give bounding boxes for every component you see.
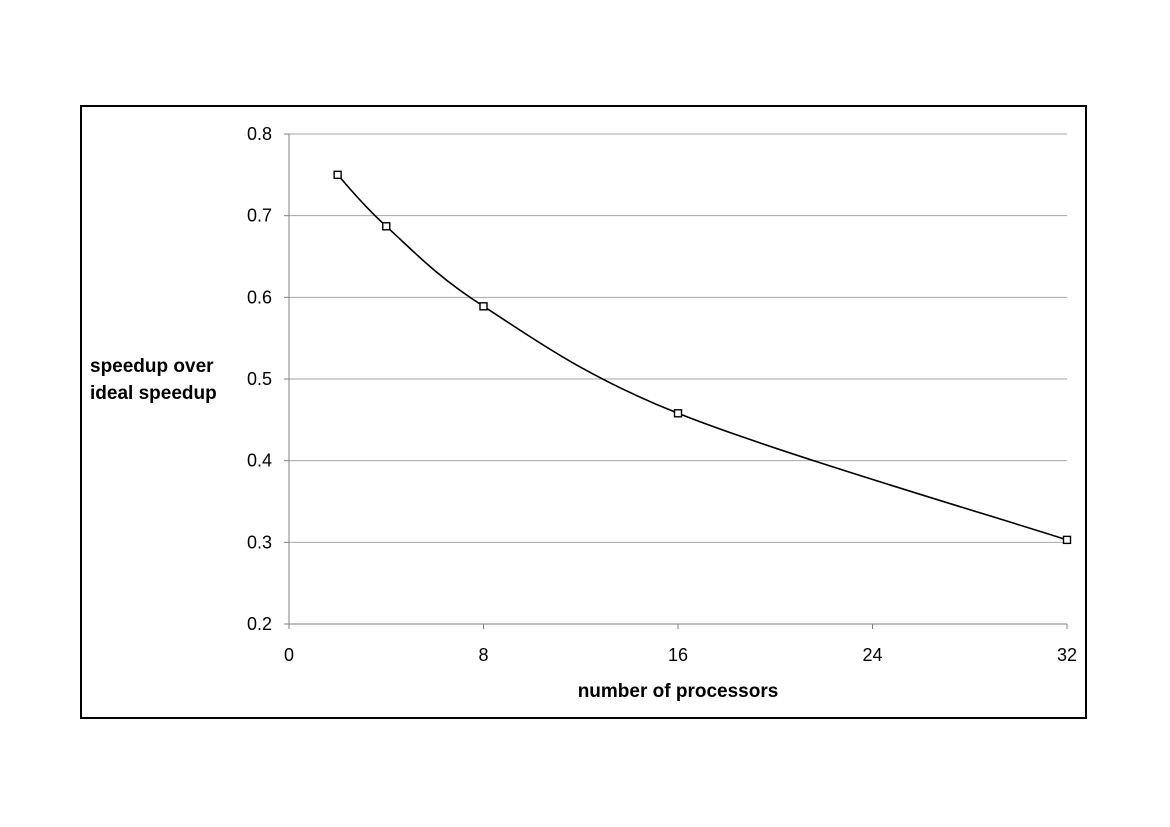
- data-point-marker: [479, 302, 488, 311]
- x-tick-label: 24: [862, 645, 882, 665]
- chart-svg: 0.2 0.3 0.4 0.5 0.6 0.7 0.8 0 8 16 24 32 speedup o…: [90, 124, 1077, 702]
- gridlines: [289, 133, 1067, 543]
- y-tick-label: 0.5: [247, 369, 272, 389]
- y-tick-label: 0.7: [247, 206, 272, 226]
- y-tick-label: 0.6: [247, 287, 272, 307]
- y-axis-label-line-2: ideal speedup: [90, 383, 217, 404]
- y-tick-label: 0.4: [247, 451, 272, 471]
- data-point-marker: [1062, 535, 1072, 545]
- chart-frame: 0.2 0.3 0.4 0.5 0.6 0.7 0.8 0 8 16 24 32 speedup o…: [80, 105, 1087, 719]
- data-point-marker: [673, 409, 683, 418]
- y-axis-label-line-1: speedup over: [90, 356, 214, 377]
- x-tick-label: 32: [1057, 645, 1077, 665]
- x-tick-label: 8: [478, 645, 488, 665]
- y-tick-label: 0.8: [247, 124, 272, 144]
- series-line: [337, 174, 1068, 541]
- y-tick-labels: 0.2 0.3 0.4 0.5 0.6 0.7 0.8: [247, 124, 272, 634]
- data-point-marker: [382, 222, 391, 231]
- x-tick-label: 16: [668, 645, 688, 665]
- axes: [284, 133, 1068, 629]
- y-tick-label: 0.2: [247, 614, 272, 634]
- x-tick-labels: 0 8 16 24 32: [284, 645, 1077, 665]
- y-tick-label: 0.3: [247, 532, 272, 552]
- data-point-marker: [333, 170, 342, 180]
- x-tick-label: 0: [284, 645, 294, 665]
- x-axis-label: number of processors: [578, 681, 779, 702]
- data-series: [333, 170, 1072, 545]
